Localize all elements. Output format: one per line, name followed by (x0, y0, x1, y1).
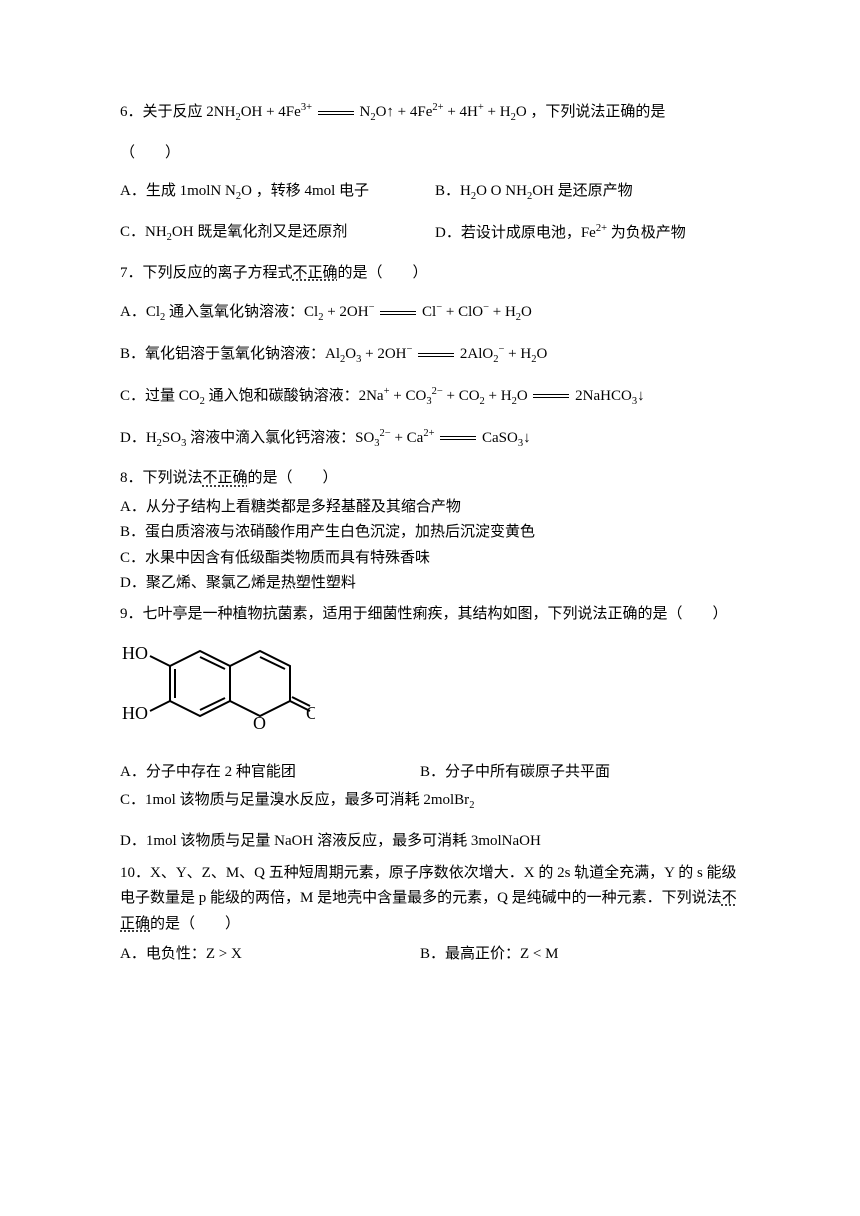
q8-optD: D．聚乙烯、聚氯乙烯是热塑性塑料 (120, 572, 750, 595)
q7-optD: D．H2SO3 溶液中滴入氯化钙溶液：SO32− + Ca2+ CaSO3↓ (120, 426, 750, 452)
q7-optA: A．Cl2 通入氢氧化钠溶液：Cl2 + 2OH− Cl− + ClO− + H… (120, 300, 750, 326)
q8-optC: C．水果中因含有低级酯类物质而具有特殊香味 (120, 547, 750, 570)
svg-text:O: O (253, 713, 266, 733)
question-10: 10．X、Y、Z、M、Q 五种短周期元素，原子序数依次增大．X 的 2s 轨道全… (120, 861, 750, 966)
q8-stem-text: 8．下列说法 (120, 470, 203, 486)
q9-row-ab: A．分子中存在 2 种官能团 B．分子中所有碳原子共平面 (120, 761, 750, 784)
svg-text:HO: HO (122, 703, 148, 723)
question-8: 8．下列说法不正确的是（ ） A．从分子结构上看糖类都是多羟基醛及其缩合产物 B… (120, 467, 750, 595)
q7-optC: C．过量 CO2 通入饱和碳酸钠溶液：2Na+ + CO32− + CO2 + … (120, 384, 750, 410)
q8-stem: 8．下列说法不正确的是（ ） (120, 467, 750, 490)
q6-row-cd: C．NH2OH 既是氧化剂又是还原剂 D．若设计成原电池，Fe2+ 为负极产物 (120, 221, 750, 246)
q6-optA-post: ，转移 4mol 电子 (252, 183, 369, 199)
q6-stem-prefix: 6．关于反应 (120, 104, 206, 120)
q9-optB: B．分子中所有碳原子共平面 (420, 761, 750, 784)
q7-stem-underline: 不正确 (293, 265, 338, 281)
q8-stem-underline: 不正确 (203, 470, 248, 486)
svg-text:HO: HO (122, 643, 148, 663)
q6-paren: （ ） (120, 142, 750, 165)
q9-optC: C．1mol 该物质与足量溴水反应，最多可消耗 2molBr2 (120, 789, 750, 814)
q6-optA-pre: A．生成 (120, 183, 180, 199)
q6-optD: D．若设计成原电池，Fe2+ 为负极产物 (435, 221, 750, 246)
q10-stem-text: 10．X、Y、Z、M、Q 五种短周期元素，原子序数依次增大．X 的 2s 轨道全… (120, 865, 737, 907)
molecule-svg: HO HO O O (120, 631, 315, 741)
q10-optB: B．最高正价：Z < M (420, 943, 750, 966)
question-6: 6．关于反应 2NH2OH + 4Fe3+ N2O↑ + 4Fe2+ + 4H+… (120, 100, 750, 246)
q6-optA: A．生成 1molN N2O ，转移 4mol 电子 (120, 180, 435, 205)
q7-stem-end: 的是（ ） (338, 265, 428, 281)
q10-stem-end: 的是（ ） (150, 916, 240, 932)
svg-text:O: O (306, 703, 315, 723)
q6-optC: C．NH2OH 既是氧化剂又是还原剂 (120, 221, 435, 246)
q6-row-ab: A．生成 1molN N2O ，转移 4mol 电子 B．H2O O NH2OH… (120, 180, 750, 205)
q6-optB: B．H2O O NH2OH 是还原产物 (435, 180, 750, 205)
q6-stem-suffix: ，下列说法正确的是 (527, 104, 666, 120)
question-9: 9．七叶亭是一种植物抗菌素，适用于细菌性痢疾，其结构如图，下列说法正确的是（ ） (120, 603, 750, 853)
q10-row-ab: A．电负性：Z > X B．最高正价：Z < M (120, 943, 750, 966)
q9-optA: A．分子中存在 2 种官能团 (120, 761, 420, 784)
q7-stem-text: 7．下列反应的离子方程式 (120, 265, 293, 281)
q9-stem: 9．七叶亭是一种植物抗菌素，适用于细菌性痢疾，其结构如图，下列说法正确的是（ ） (120, 603, 750, 626)
q6-equation: 2NH2OH + 4Fe3+ N2O↑ + 4Fe2+ + 4H+ + H2O (206, 104, 526, 120)
q6-optA-formula: 1molN N2O (180, 183, 252, 199)
q10-stem: 10．X、Y、Z、M、Q 五种短周期元素，原子序数依次增大．X 的 2s 轨道全… (120, 861, 750, 938)
q8-stem-end: 的是（ ） (248, 470, 338, 486)
q8-optB: B．蛋白质溶液与浓硝酸作用产生白色沉淀，加热后沉淀变黄色 (120, 521, 750, 544)
question-7: 7．下列反应的离子方程式不正确的是（ ） A．Cl2 通入氢氧化钠溶液：Cl2 … (120, 262, 750, 452)
q8-optA: A．从分子结构上看糖类都是多羟基醛及其缩合产物 (120, 496, 750, 519)
q9-optD: D．1mol 该物质与足量 NaOH 溶液反应，最多可消耗 3molNaOH (120, 830, 750, 853)
q7-optB: B．氧化铝溶于氢氧化钠溶液：Al2O3 + 2OH− 2AlO2− + H2O (120, 342, 750, 368)
molecule-structure: HO HO O O (120, 631, 750, 749)
q7-stem: 7．下列反应的离子方程式不正确的是（ ） (120, 262, 750, 285)
q10-optA: A．电负性：Z > X (120, 943, 420, 966)
q6-stem: 6．关于反应 2NH2OH + 4Fe3+ N2O↑ + 4Fe2+ + 4H+… (120, 100, 750, 126)
